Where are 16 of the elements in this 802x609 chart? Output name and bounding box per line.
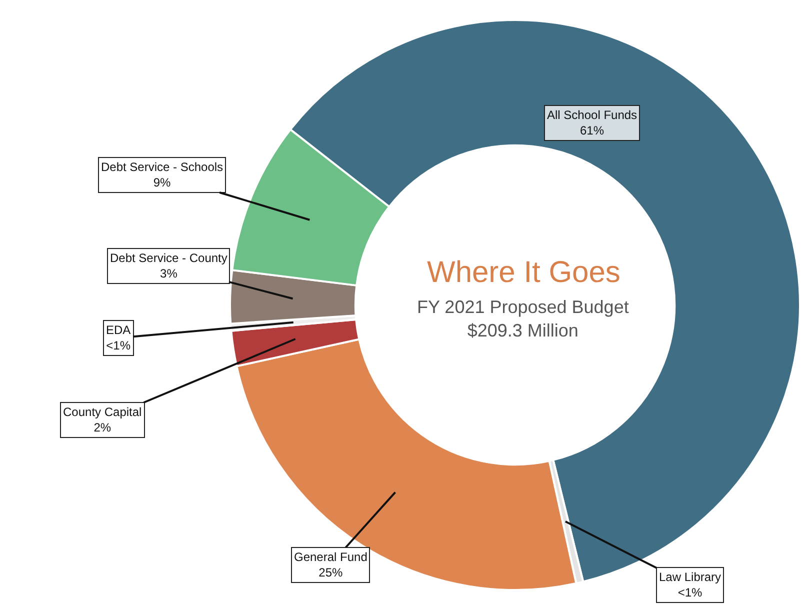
slice-label: All School Funds [547, 108, 638, 122]
data-label: 61% [580, 124, 604, 138]
slice-label: County Capital [63, 405, 142, 419]
data-label: 2% [94, 420, 112, 435]
slice-label: Debt Service - County [110, 251, 228, 265]
data-label: 25% [318, 566, 344, 580]
data-label: <1% [106, 338, 131, 353]
text: FY 2021 Proposed Budget $209.3 Million [417, 297, 629, 340]
slice-label: Law Library [659, 570, 722, 584]
slice-label: Debt Service - Schools [101, 160, 224, 174]
slice-label: General Fund [294, 550, 368, 564]
data-label: <1% [678, 586, 703, 600]
slice-label: EDA [106, 323, 131, 337]
text: Where It Goes [427, 256, 620, 289]
data-label: 3% [160, 266, 178, 281]
data-label: 9% [153, 176, 172, 190]
